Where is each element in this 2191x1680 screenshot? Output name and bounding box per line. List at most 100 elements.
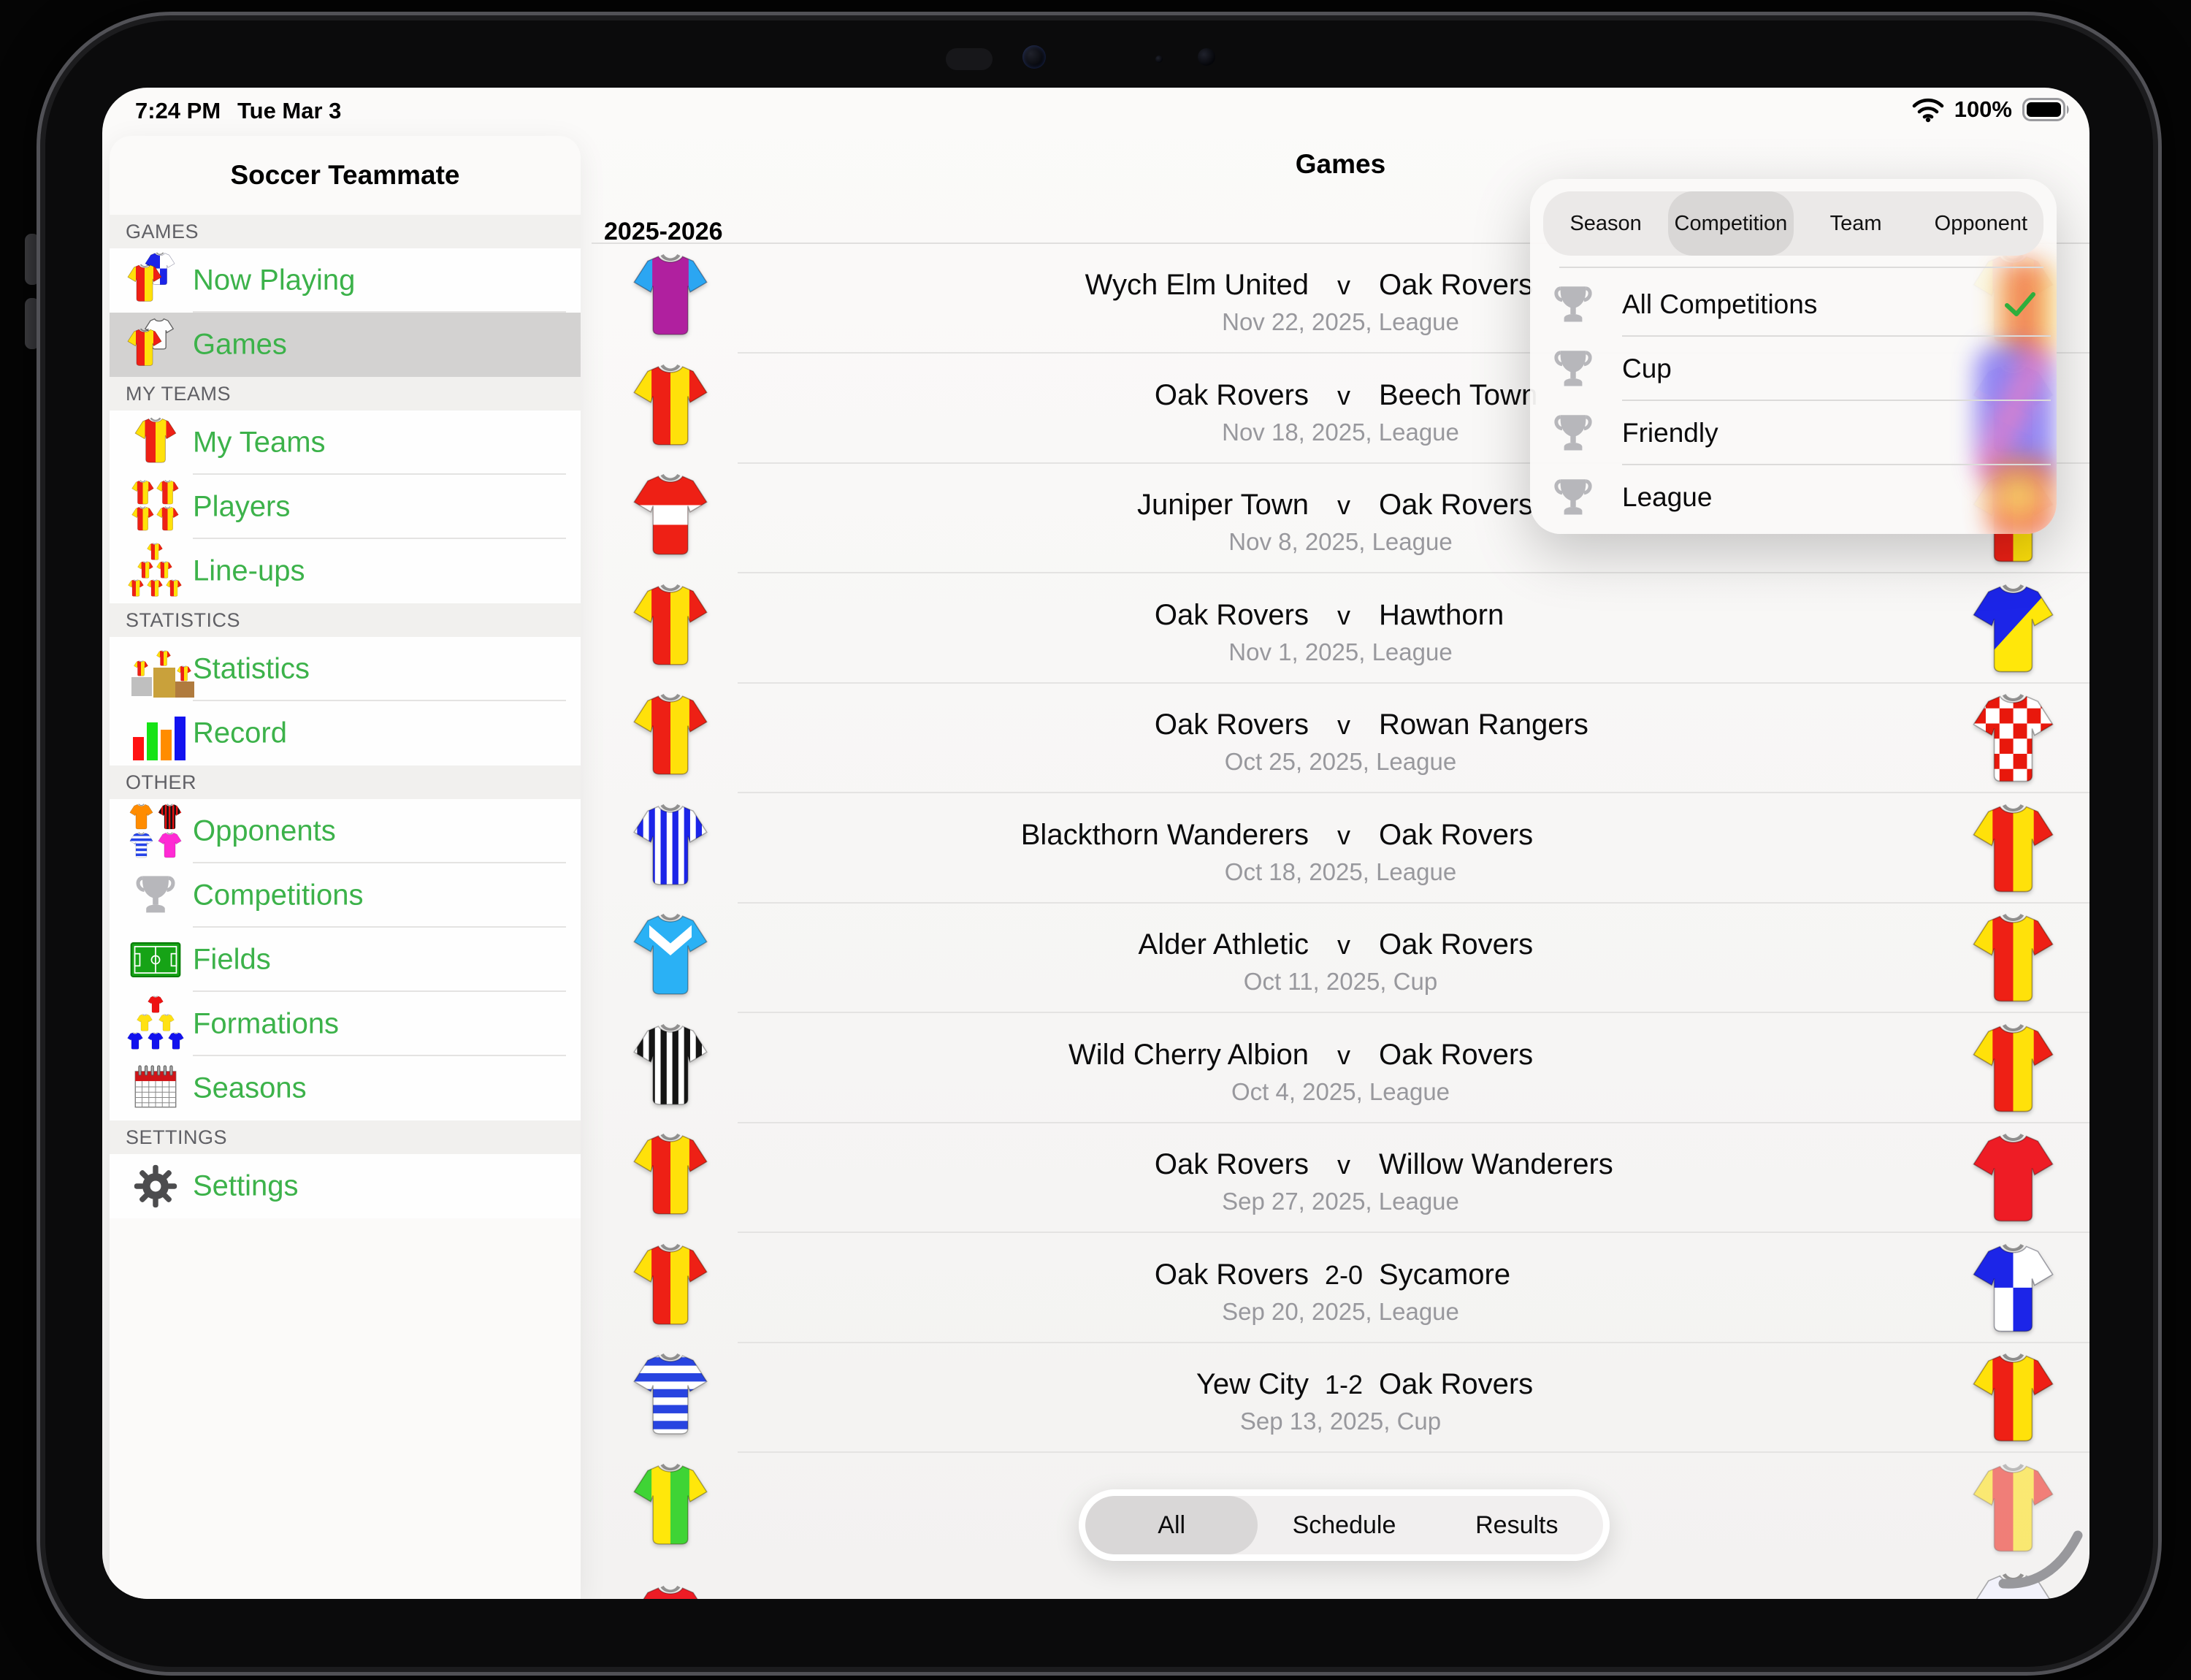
option-label: Friendly — [1622, 418, 1718, 448]
sidebar-item-record[interactable]: Record — [110, 701, 581, 765]
sidebar-section-header-my-teams: MY TEAMS — [110, 377, 581, 411]
divider — [1622, 335, 2051, 337]
filter-tab-season[interactable]: Season — [1569, 211, 1642, 235]
divider — [193, 311, 566, 313]
divider — [592, 243, 2089, 244]
status-bar: 7:24 PM Tue Mar 3 100% — [102, 88, 2089, 134]
trophy-icon — [1550, 346, 1596, 392]
score-or-v: v — [1337, 820, 1350, 850]
divider — [193, 700, 566, 701]
trophy-icon — [1550, 475, 1596, 520]
sidebar-section-header-settings: SETTINGS — [110, 1120, 581, 1154]
game-row[interactable]: Oak Rovers 2-0 Sycamore Sep 20, 2025, Le… — [592, 1234, 2089, 1343]
divider — [738, 1232, 2089, 1233]
segment-schedule[interactable]: Schedule — [1292, 1511, 1396, 1539]
game-detail: Oct 18, 2025, League — [1224, 858, 1457, 885]
filter-tab-bar: Season Competition Team Opponent — [1543, 191, 2043, 256]
battery-icon — [2022, 98, 2070, 121]
away-team: Sycamore — [1379, 1258, 1511, 1291]
away-team: Oak Rovers — [1379, 928, 1534, 961]
game-row[interactable]: Oak Rovers v Rowan Rangers Oct 25, 2025,… — [592, 684, 2089, 793]
game-row[interactable]: Oak Rovers v Willow Wanderers Sep 27, 20… — [592, 1123, 2089, 1233]
divider — [738, 681, 2089, 684]
sidebar-item-formations[interactable]: Formations — [110, 992, 581, 1056]
divider — [738, 1012, 2089, 1013]
divider — [193, 926, 566, 928]
option-label: League — [1622, 482, 1713, 512]
sidebar-item-now-playing[interactable]: Now Playing — [110, 248, 581, 313]
segment-results[interactable]: Results — [1475, 1511, 1559, 1539]
away-jersey-icon — [1972, 584, 2054, 674]
home-jersey-icon — [632, 803, 708, 887]
sidebar-item-settings[interactable]: Settings — [110, 1154, 581, 1218]
sidebar-item-label: Formations — [193, 1007, 340, 1040]
divider — [738, 1121, 2089, 1123]
competition-options-list: All Competitions Cup Friendly League — [1530, 272, 2057, 530]
sidebar-item-my-teams[interactable]: My Teams — [110, 411, 581, 475]
sidebar-section-header-statistics: STATISTICS — [110, 603, 581, 637]
segment-all[interactable]: All — [1085, 1496, 1258, 1554]
game-row[interactable] — [592, 1454, 2089, 1563]
option-label: Cup — [1622, 354, 1672, 383]
game-detail: Sep 27, 2025, League — [1222, 1188, 1459, 1215]
game-row[interactable]: Alder Athletic v Oak Rovers Oct 11, 2025… — [592, 904, 2089, 1013]
players-icon — [127, 478, 184, 535]
score-or-v: v — [1337, 1150, 1350, 1180]
wifi-icon — [1912, 96, 1944, 123]
filter-tab-opponent[interactable]: Opponent — [1934, 211, 2028, 235]
game-row[interactable]: Blackthorn Wanderers v Oak Rovers Oct 18… — [592, 794, 2089, 904]
divider — [738, 901, 2089, 904]
sensor-pill — [946, 48, 993, 70]
sidebar-item-games[interactable]: Games — [110, 313, 581, 377]
battery-percent: 100% — [1954, 96, 2012, 122]
game-detail: Nov 1, 2025, League — [1228, 638, 1453, 665]
away-team: Rowan Rangers — [1379, 709, 1588, 741]
game-row[interactable]: Oak Rovers v Hawthorn Nov 1, 2025, Leagu… — [592, 574, 2089, 684]
score-or-v: v — [1337, 380, 1350, 411]
home-team: Oak Rovers — [1154, 1258, 1309, 1291]
divider — [738, 352, 2089, 354]
sidebar-item-players[interactable]: Players — [110, 475, 581, 539]
checkmark-icon — [2004, 291, 2036, 318]
sidebar-item-opponents[interactable]: Opponents — [110, 799, 581, 863]
sidebar-item-fields[interactable]: Fields — [110, 928, 581, 992]
away-jersey-icon — [1972, 1243, 2054, 1334]
away-jersey-icon — [1972, 1353, 2054, 1443]
sidebar-item-seasons[interactable]: Seasons — [110, 1056, 581, 1120]
sidebar-item-label: My Teams — [193, 426, 326, 459]
record-icon — [127, 705, 186, 762]
divider — [193, 473, 566, 475]
trophy-icon — [1550, 411, 1596, 456]
sidebar-item-line-ups[interactable]: Line-ups — [110, 539, 581, 603]
competition-option-cup[interactable]: Cup — [1530, 337, 2057, 401]
divider — [738, 572, 2089, 573]
home-team: Juniper Town — [1137, 489, 1309, 521]
score-or-v: 2-0 — [1324, 1259, 1364, 1290]
sidebar-item-competitions[interactable]: Competitions — [110, 863, 581, 928]
divider — [193, 990, 566, 992]
competitions-icon — [127, 867, 184, 924]
divider — [193, 1055, 566, 1056]
home-team: Yew City — [1196, 1368, 1309, 1400]
competition-option-league[interactable]: League — [1530, 465, 2057, 530]
away-team: Beech Town — [1379, 378, 1538, 411]
sidebar-item-label: Now Playing — [193, 264, 356, 297]
game-detail: Oct 25, 2025, League — [1224, 748, 1457, 775]
competition-option-friendly[interactable]: Friendly — [1530, 401, 2057, 465]
filter-tab-competition[interactable]: Competition — [1668, 191, 1794, 256]
score-or-v: v — [1337, 270, 1350, 300]
competition-option-all-competitions[interactable]: All Competitions — [1530, 272, 2057, 337]
away-jersey-icon — [1972, 1133, 2054, 1223]
volume-up-button — [25, 234, 39, 285]
game-row[interactable]: Yew City 1-2 Oak Rovers Sep 13, 2025, Cu… — [592, 1343, 2089, 1453]
status-time: 7:24 PM — [135, 98, 221, 123]
game-row[interactable]: Wild Cherry Albion v Oak Rovers Oct 4, 2… — [592, 1014, 2089, 1123]
sidebar-item-statistics[interactable]: Statistics — [110, 637, 581, 701]
home-jersey-icon — [632, 1353, 708, 1436]
away-jersey-icon — [1972, 1023, 2054, 1114]
divider — [193, 862, 566, 863]
filter-tab-team[interactable]: Team — [1829, 211, 1882, 235]
sidebar-section-header-games: GAMES — [110, 215, 581, 248]
home-jersey-icon — [632, 584, 708, 667]
